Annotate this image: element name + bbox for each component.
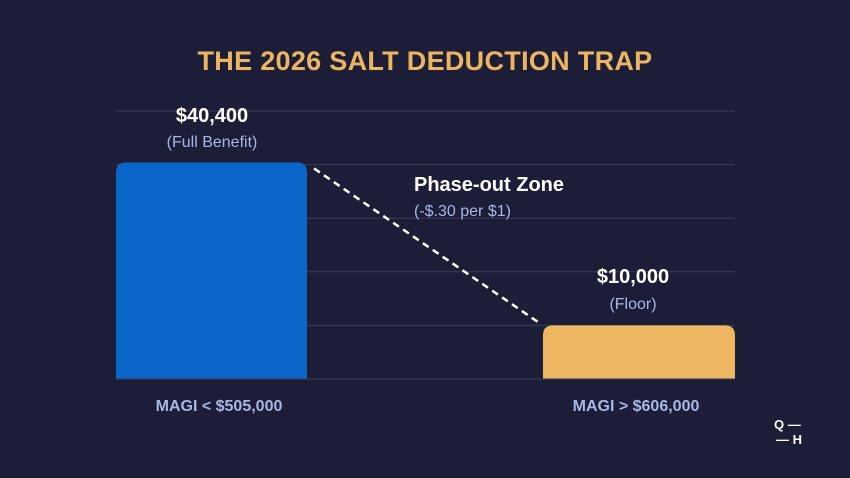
category-label-low: MAGI < $505,000 xyxy=(156,398,283,415)
bar-2-sub-label: (Floor) xyxy=(609,296,656,313)
bar-1 xyxy=(116,162,307,379)
phase-out-zone-title: Phase-out Zone xyxy=(414,174,564,196)
chart-title: THE 2026 SALT DEDUCTION TRAP xyxy=(197,46,653,76)
logo-letter-q: Q xyxy=(774,417,785,432)
category-label-high: MAGI > $606,000 xyxy=(573,398,700,415)
phase-out-zone-rate: (-$.30 per $1) xyxy=(414,203,511,220)
brand-logo: Q — — H xyxy=(774,417,810,447)
phase-out-line xyxy=(313,167,541,325)
logo-bottom-row: — H xyxy=(776,432,803,447)
bar-2-value-label: $10,000 xyxy=(597,266,669,288)
logo-letter-h: H xyxy=(792,432,803,447)
bar-1-sub-label: (Full Benefit) xyxy=(167,134,258,151)
bar-2 xyxy=(543,325,735,379)
bar-1-value-label: $40,400 xyxy=(176,105,248,127)
logo-top-row: Q — xyxy=(774,417,801,432)
